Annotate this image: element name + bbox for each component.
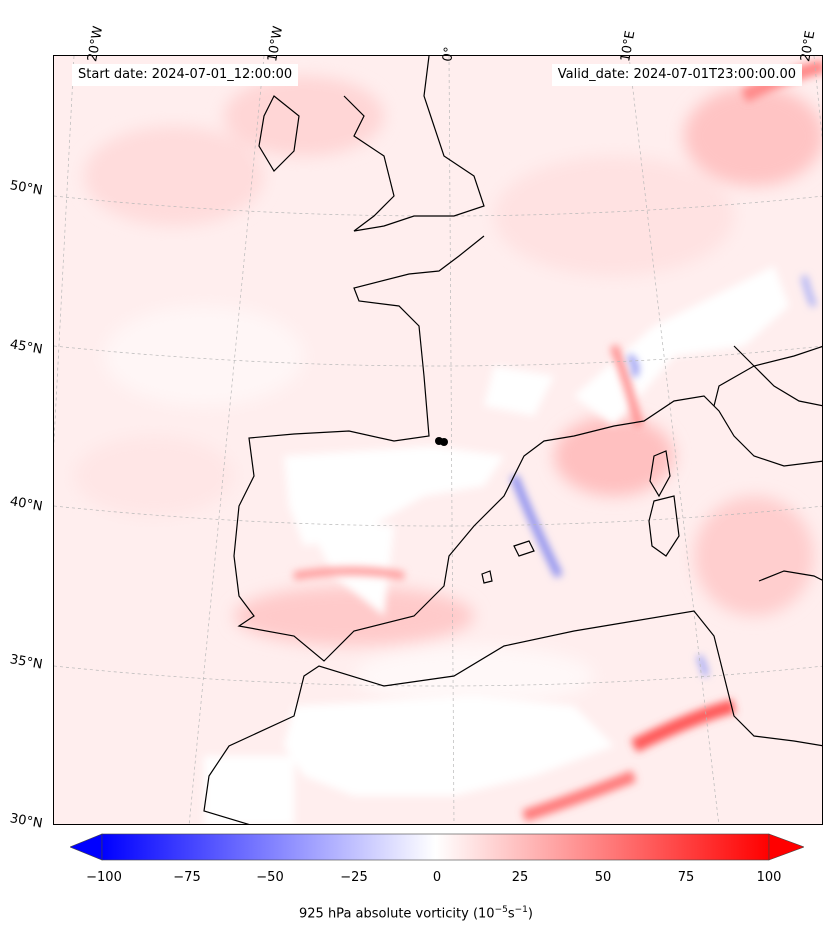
colorbar-title-end: ) xyxy=(527,906,533,922)
map-panel xyxy=(53,55,823,825)
colorbar-tick: −25 xyxy=(340,870,368,885)
field-neutral-zones xyxy=(204,266,789,824)
colorbar-tick: 0 xyxy=(432,870,442,885)
colorbar-title-mid: s xyxy=(507,906,515,922)
colorbar-tick: 75 xyxy=(677,870,695,885)
colorbar-min-extend xyxy=(70,833,103,861)
field-patches xyxy=(74,76,822,706)
vorticity-field xyxy=(54,56,822,824)
lat-label-30n: 30°N xyxy=(8,811,44,832)
colorbar-tick: −50 xyxy=(256,870,284,885)
colorbar-tick: −75 xyxy=(173,870,201,885)
lat-label-40n: 40°N xyxy=(8,494,44,515)
lat-label-35n: 35°N xyxy=(8,652,44,673)
station-marker xyxy=(435,437,448,446)
colorbar-tick: 50 xyxy=(594,870,612,885)
lat-label-45n: 45°N xyxy=(8,337,44,358)
lat-label-50n: 50°N xyxy=(8,178,44,199)
colorbar-tick: −100 xyxy=(86,870,122,885)
colorbar-gradient xyxy=(101,833,770,861)
coastlines xyxy=(203,56,822,824)
colorbar-max-extend xyxy=(768,833,804,861)
colorbar-title: 925 hPa absolute vorticity (10−5s−1) xyxy=(0,905,832,921)
colorbar xyxy=(70,833,804,861)
start-date-label: Start date: 2024-07-01_12:00:00 xyxy=(72,64,299,86)
colorbar-title-text: 925 hPa absolute vorticity (10 xyxy=(299,906,495,922)
colorbar-title-exp2: −1 xyxy=(514,905,528,915)
valid-date-label: Valid_date: 2024-07-01T23:00:00.00 xyxy=(551,64,802,86)
colorbar-title-exp1: −5 xyxy=(494,905,508,915)
field-negative-bands xyxy=(510,275,817,677)
lon-label-0: 0° xyxy=(440,45,458,63)
colorbar-tick: 25 xyxy=(511,870,529,885)
colorbar-tick: 100 xyxy=(756,870,782,885)
